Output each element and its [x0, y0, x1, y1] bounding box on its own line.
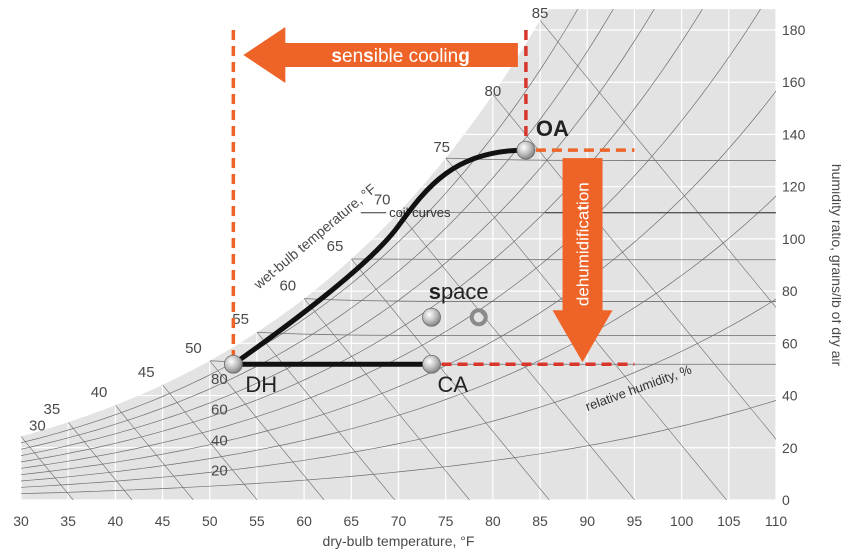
wet-bulb-tick: 85: [532, 5, 549, 22]
rh-tick: 80: [211, 371, 228, 388]
y-tick-label: 20: [782, 440, 798, 456]
x-tick-label: 30: [13, 513, 29, 529]
cooling-dehumidification-line: [230, 147, 529, 367]
rh-curve: [21, 65, 776, 476]
rh-curve: [21, 9, 776, 469]
state-points: [223, 140, 536, 374]
process-lines: [230, 147, 529, 367]
coil-curves-label: coil curves: [389, 205, 451, 220]
rh-curve: [21, 394, 776, 495]
y-tick-label: 40: [782, 388, 798, 404]
coil-curve: [304, 298, 776, 302]
oa-label: OA: [536, 116, 569, 141]
state-point-ca: [422, 354, 441, 374]
x-tick-label: 100: [670, 513, 694, 529]
wet-bulb-tick: 55: [232, 311, 249, 328]
x-tick-label: 50: [202, 513, 218, 529]
wet-bulb-tick: 45: [138, 364, 155, 381]
state-point-oa: [516, 140, 536, 160]
x-tick-label: 70: [391, 513, 407, 529]
wet-bulb-line: [115, 404, 194, 500]
wet-bulb-tick: 35: [44, 401, 61, 418]
wet-bulb-line: [209, 360, 325, 500]
wet-bulb-line: [351, 258, 550, 500]
y-tick-label: 120: [782, 179, 806, 195]
dehumidification-label: dehumidification: [574, 182, 593, 306]
y-tick-label: 160: [782, 74, 806, 90]
dehumidification-arrow: [552, 158, 613, 363]
x-tick-label: 90: [579, 513, 595, 529]
rh-tick: 40: [211, 432, 228, 449]
y-tick-label: 60: [782, 335, 798, 351]
y-tick-label: 180: [782, 22, 806, 38]
x-axis-label: dry-bulb temperature, °F: [323, 533, 475, 549]
sensible-cooling-arrow: [243, 27, 518, 83]
coil-curve: [351, 258, 776, 261]
wet-bulb-tick: 80: [485, 83, 502, 100]
wet-bulb-line: [492, 94, 776, 500]
wet-bulb-tick: 40: [91, 384, 108, 401]
rh-tick-labels: 80 60 40 20: [211, 371, 228, 480]
x-tick-label: 35: [60, 513, 76, 529]
x-tick-label: 80: [485, 513, 501, 529]
space-label: space: [429, 279, 489, 304]
y-tick-label: 80: [782, 283, 798, 299]
rh-curve: [21, 9, 588, 444]
rh-curve: [21, 177, 776, 482]
x-tick-label: 65: [344, 513, 360, 529]
x-tick-label: 105: [717, 513, 741, 529]
x-tick-label: 55: [249, 513, 265, 529]
relative-humidity-curves: [21, 9, 776, 495]
dashed-lines: [231, 30, 635, 366]
rh-curve: [21, 286, 776, 488]
wet-bulb-tick: 60: [279, 278, 296, 295]
rh-curve: [21, 9, 626, 450]
space-ring-marker: [469, 308, 488, 327]
wet-bulb-tick: 30: [29, 417, 46, 434]
wet-bulb-tick: 75: [433, 139, 450, 156]
x-tick-labels: 30 35 40 45 50 55 60 65 70 75 80 85 90 95 100 105 110: [13, 513, 787, 529]
state-point-space1: [422, 307, 441, 327]
sensible-cooling-label: sensible cooling: [331, 46, 469, 67]
arrows: sensible cooling dehumidification: [243, 27, 613, 363]
rh-tick: 60: [211, 402, 228, 419]
wet-bulb-tick: 65: [327, 238, 344, 255]
y-axis-label: humidity ratio, grains/lb of dry air: [829, 164, 841, 367]
wet-bulb-line: [256, 332, 395, 500]
dh-label: DH: [245, 372, 277, 397]
x-tick-label: 75: [438, 513, 454, 529]
ca-label: CA: [438, 372, 469, 397]
x-tick-label: 45: [155, 513, 171, 529]
y-tick-labels: 0 20 40 60 80 100 120 140 160 180: [782, 22, 806, 508]
wet-bulb-line: [303, 298, 470, 500]
wet-bulb-tick: 70: [374, 192, 391, 209]
wet-bulb-line: [398, 212, 635, 500]
wet-bulb-line: [162, 384, 258, 500]
x-tick-label: 95: [627, 513, 643, 529]
wet-bulb-tick: 50: [185, 340, 202, 357]
y-tick-label: 100: [782, 231, 806, 247]
x-tick-label: 60: [296, 513, 312, 529]
rh-tick: 20: [211, 463, 228, 480]
y-tick-label: 0: [782, 492, 790, 508]
point-labels: OA DH CA space: [245, 116, 569, 397]
x-tick-label: 110: [765, 513, 788, 529]
state-point-dh: [223, 354, 243, 374]
x-tick-label: 85: [532, 513, 548, 529]
y-tick-label: 140: [782, 126, 806, 142]
x-tick-label: 40: [108, 513, 124, 529]
